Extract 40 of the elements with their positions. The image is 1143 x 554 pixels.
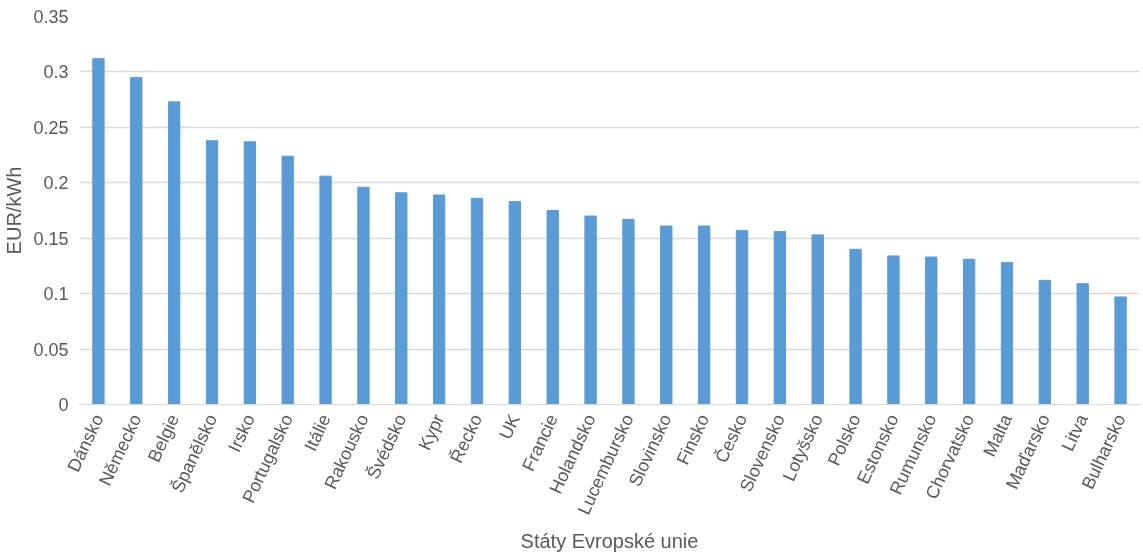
y-tick-label: 0 <box>58 395 69 415</box>
bar <box>697 225 711 405</box>
y-tick-label: 0.2 <box>43 173 69 194</box>
bar <box>735 229 749 405</box>
bar <box>1114 296 1127 405</box>
bar <box>1038 279 1052 405</box>
bar <box>849 248 862 405</box>
y-tick-label: 0.3 <box>43 62 69 83</box>
bar <box>243 141 257 405</box>
bar <box>281 155 294 405</box>
bar <box>357 186 370 405</box>
bar <box>660 225 673 405</box>
x-axis-title: Státy Evropské unie <box>520 529 699 552</box>
bar <box>622 218 635 405</box>
bar <box>811 234 824 405</box>
bar <box>773 231 787 405</box>
x-tick-label: UK <box>495 411 524 443</box>
bar <box>92 58 105 405</box>
bar <box>167 101 181 405</box>
bar <box>962 258 976 405</box>
y-tick-label: 0.25 <box>33 117 69 138</box>
bar <box>395 192 408 405</box>
bar <box>432 194 446 405</box>
bar <box>546 210 559 405</box>
x-tick-label: Kypr <box>414 411 449 454</box>
y-tick-label: 0.35 <box>33 7 69 27</box>
bar <box>1076 283 1089 405</box>
bar <box>130 76 143 405</box>
bar <box>1000 262 1014 405</box>
bar <box>887 255 900 405</box>
y-tick-label: 0.15 <box>33 228 69 249</box>
bar <box>205 140 219 405</box>
bar <box>508 201 522 405</box>
y-axis-title: EUR/kWh <box>3 166 26 255</box>
bar <box>319 175 332 405</box>
bar <box>470 197 484 405</box>
y-tick-label: 0.05 <box>33 339 69 360</box>
bar <box>925 256 938 405</box>
bar <box>584 215 597 405</box>
y-tick-label: 0.1 <box>43 284 69 305</box>
